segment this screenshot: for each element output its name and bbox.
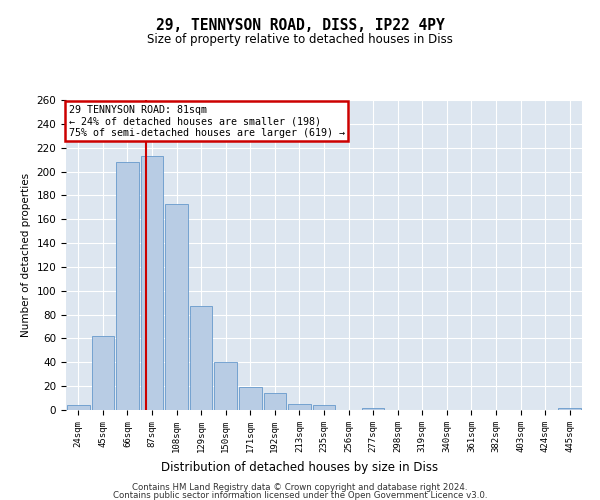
Bar [263, 394, 286, 410]
Text: 29 TENNYSON ROAD: 81sqm
← 24% of detached houses are smaller (198)
75% of semi-d: 29 TENNYSON ROAD: 81sqm ← 24% of detache… [68, 104, 344, 138]
Bar [190, 306, 212, 410]
Bar [288, 404, 311, 410]
Bar [313, 405, 335, 410]
Bar [214, 362, 237, 410]
Text: Contains public sector information licensed under the Open Government Licence v3: Contains public sector information licen… [113, 492, 487, 500]
Bar [239, 388, 262, 410]
Bar [165, 204, 188, 410]
Y-axis label: Number of detached properties: Number of detached properties [21, 173, 31, 337]
Bar [67, 405, 89, 410]
Text: 29, TENNYSON ROAD, DISS, IP22 4PY: 29, TENNYSON ROAD, DISS, IP22 4PY [155, 18, 445, 32]
Bar [140, 156, 163, 410]
Text: Size of property relative to detached houses in Diss: Size of property relative to detached ho… [147, 32, 453, 46]
Bar [362, 408, 385, 410]
Text: Contains HM Land Registry data © Crown copyright and database right 2024.: Contains HM Land Registry data © Crown c… [132, 483, 468, 492]
Bar [559, 408, 581, 410]
Text: Distribution of detached houses by size in Diss: Distribution of detached houses by size … [161, 461, 439, 474]
Bar [116, 162, 139, 410]
Bar [92, 336, 114, 410]
